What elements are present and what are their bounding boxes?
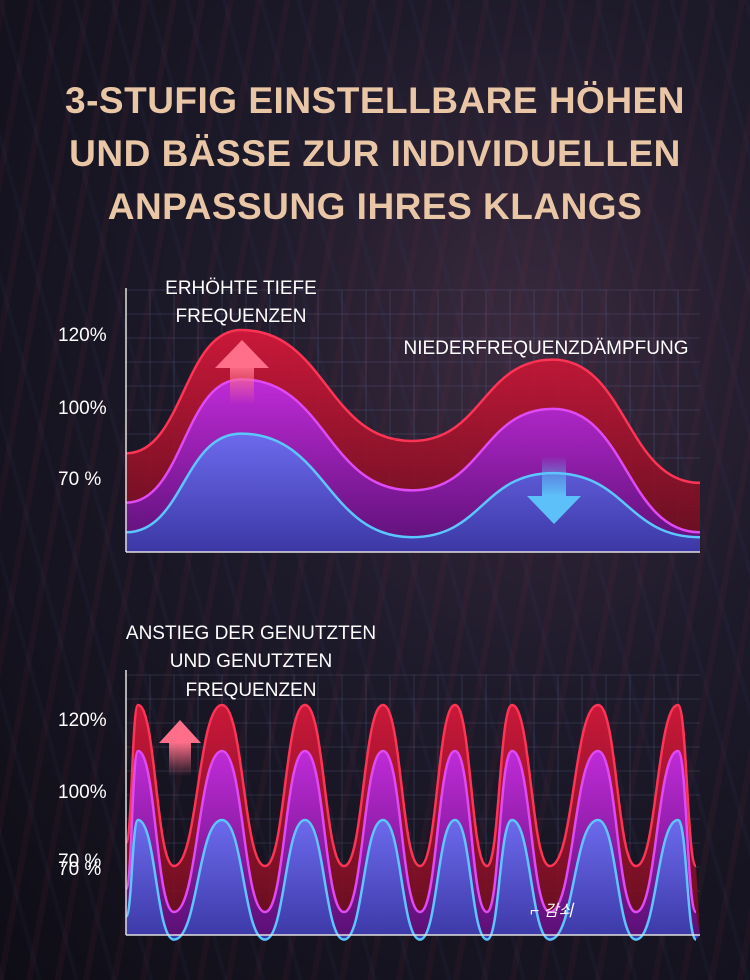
y-tick-label: 120% [58,325,107,346]
chart1-area-70 [126,433,700,552]
annotation-bass-attenuation: NIEDERFREQUENZDÄMPFUNG [403,338,688,359]
annotation-raised-treble-3: FREQUENZEN [186,680,317,701]
page-headline: 3-STUFIG EINSTELLBARE HÖHEN UND BÄSSE ZU… [0,74,750,233]
chart1-line-70 [125,432,701,539]
treble-chart: 120% 100% 70 % 70 % ANSTIEG DER GENUTZTE… [58,623,700,941]
y-tick-label: 120% [58,710,107,731]
headline-line-3: ANPASSUNG IHRES KLANGS [107,186,643,227]
y-tick-label: 70 % [58,851,101,872]
y-tick-label: 70 % [58,469,101,490]
arrow-up-icon [215,340,269,404]
headline-line-1: 3-STUFIG EINSTELLBARE HÖHEN [65,80,685,121]
annotation-raised-bass-2: FREQUENZEN [176,306,307,327]
chart2-area-70 [126,820,700,940]
annotation-attenuation: ⌐ 감쇠 [530,902,575,920]
headline-line-2: UND BÄSSE ZUR INDIVIDUELLEN [69,133,681,174]
chart2-area-120 [126,705,700,935]
annotation-raised-treble-2: UND GENUTZTEN [170,651,333,672]
arrow-up-icon [159,720,201,776]
arrow-down-icon [527,456,581,524]
chart1-line-120 [125,328,701,485]
chart2-line-100 [124,749,698,914]
annotation-raised-bass-1: ERHÖHTE TIEFE [165,278,317,299]
annotation-raised-treble-1: ANSTIEG DER GENUTZTEN [126,623,376,644]
y-tick-label: 70 % [58,859,101,880]
chart2-line-70 [124,818,698,941]
y-tick-label: 100% [58,782,107,803]
bass-chart: 120% 100% 70 % ERHÖHTE TIEFE FREQUENZEN … [58,278,701,553]
y-tick-label: 100% [58,398,107,419]
chart2-line-120 [124,703,698,868]
chart1-line-100 [125,378,701,534]
